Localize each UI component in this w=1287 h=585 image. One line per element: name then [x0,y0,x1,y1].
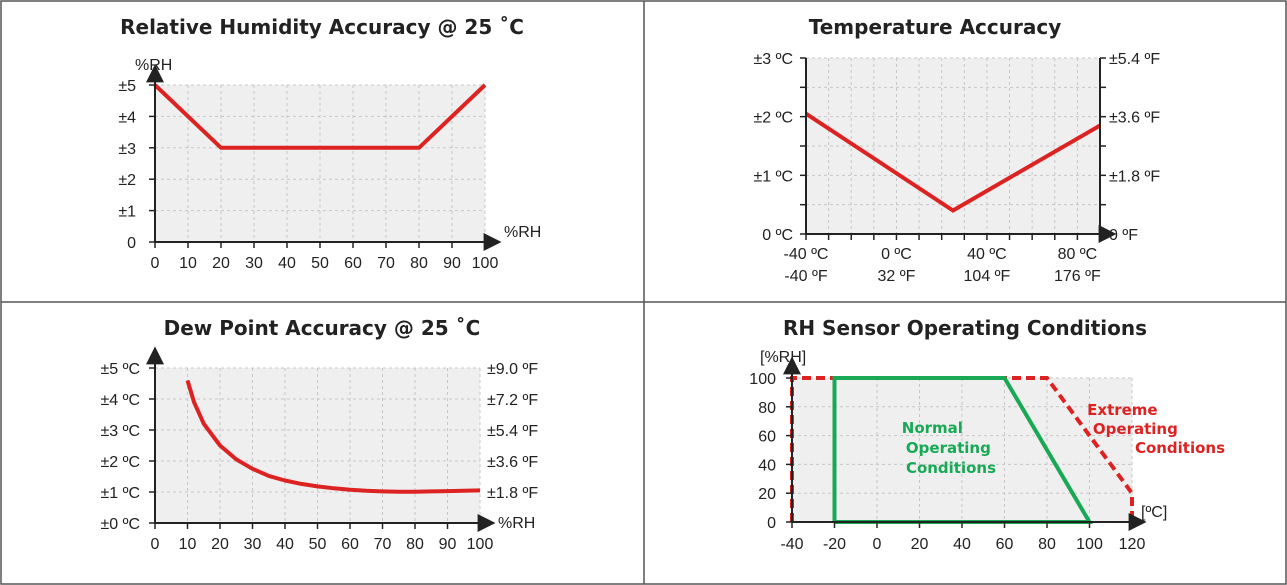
rh-accuracy-x-tick-label: 10 [179,255,197,272]
rh-operating-conditions-y-axis-label: [%RH] [760,349,806,366]
rh-operating-conditions-y-tick-label: 40 [758,457,776,474]
rh-accuracy-title: Relative Humidity Accuracy @ 25 ˚C [120,15,524,39]
dew-point-accuracy-x-tick-label: 90 [439,536,457,553]
dew-point-accuracy-x-tick-label: 40 [276,536,294,553]
dew-point-accuracy-chart: Dew Point Accuracy @ 25 ˚C 0 10 20 30 40 50 60… [100,316,538,553]
temperature-accuracy-x-tick-label-c: -40 ºC [784,246,829,263]
dew-point-accuracy-y-tick-label-c: ±2 ºC [100,454,140,471]
rh-accuracy-chart: Relative Humidity Accuracy @ 25 ˚C 0 10 20… [118,15,541,272]
rh-accuracy-line [153,83,487,150]
temperature-accuracy-y-tick-label-c: 0 ºC [762,227,793,244]
dew-point-accuracy-y-tick-label-c: ±3 ºC [100,423,140,440]
rh-accuracy-y-tick-label: 0 [127,235,136,252]
rh-accuracy-y-tick-label: ±4 [118,109,136,126]
rh-operating-conditions-y-tick-label: 100 [749,371,776,388]
dew-point-accuracy-x-tick-label: 80 [406,536,424,553]
rh-accuracy-x-tick-label: 40 [278,255,296,272]
rh-operating-conditions-x-tick-label: -40 [780,536,803,553]
rh-operating-conditions-title: RH Sensor Operating Conditions [783,316,1147,340]
dew-point-accuracy-curve [185,379,481,494]
temperature-accuracy-y-tick-label-c: ±1 ºC [753,168,793,185]
dew-point-accuracy-x-tick-label: 10 [179,536,197,553]
dew-point-accuracy-y-tick-label-c: ±1 ºC [100,485,140,502]
dew-point-accuracy-x-tick-label: 30 [244,536,262,553]
extreme-operating-conditions-boundary [790,376,1134,522]
rh-operating-conditions-x-tick-label: 120 [1119,536,1146,553]
temperature-accuracy-x-tick-label-f: 32 ºF [878,268,916,285]
temperature-accuracy-y-tick-label-c: ±2 ºC [753,110,793,127]
rh-accuracy-x-axis-label: %RH [504,224,541,241]
dew-point-accuracy-x-tick-label: 70 [374,536,392,553]
rh-accuracy-y-axis-label: %RH [135,57,172,74]
dew-point-accuracy-y-tick-label-f: ±7.2 ºF [487,392,538,409]
rh-accuracy-x-tick-label: 90 [443,255,461,272]
dew-point-accuracy-y-tick-label-f: ±1.8 ºF [487,485,538,502]
rh-operating-conditions-x-axis-label: [ºC] [1141,504,1167,521]
rh-operating-conditions-chart: RH Sensor Operating Conditions -40 -20 0 20… [749,316,1225,553]
temperature-accuracy-x-tick-label-f: 104 ºF [964,268,1011,285]
rh-accuracy-x-tick-label: 100 [472,255,499,272]
rh-accuracy-y-tick-label: ±5 [118,78,136,95]
dew-point-accuracy-y-tick-label-c: ±5 ºC [100,361,140,378]
rh-accuracy-y-tick-label: ±2 [118,172,136,189]
rh-operating-conditions-y-tick-label: 0 [767,515,776,532]
temperature-accuracy-x-tick-label-c: 0 ºC [881,246,912,263]
dew-point-accuracy-y-tick-label-f: ±3.6 ºF [487,454,538,471]
temperature-accuracy-y-tick-label-f: 0 ºF [1109,227,1138,244]
temperature-accuracy-y-tick-label-c: ±3 ºC [753,51,793,68]
dew-point-accuracy-x-axis-label: %RH [498,515,535,532]
rh-accuracy-y-tick-label: ±3 [118,141,136,158]
dew-point-accuracy-y-tick-label-f: ±5.4 ºF [487,423,538,440]
rh-accuracy-y-tick-label: ±1 [118,204,136,221]
temperature-accuracy-x-tick-label-c: 80 ºC [1058,246,1098,263]
temperature-accuracy-title: Temperature Accuracy [809,15,1062,39]
temperature-accuracy-y-tick-label-f: ±5.4 ºF [1109,51,1160,68]
temperature-accuracy-x-tick-label-f: -40 ºF [784,268,827,285]
rh-operating-conditions-y-tick-label: 80 [758,400,776,417]
temperature-accuracy-y-tick-label-f: ±3.6 ºF [1109,110,1160,127]
rh-accuracy-x-tick-label: 50 [311,255,329,272]
normal-conditions-label: Normal Operating Conditions [902,419,996,477]
dew-point-accuracy-x-tick-label: 50 [309,536,327,553]
temperature-accuracy-x-tick-label-f: 176 ºF [1054,268,1101,285]
dew-point-accuracy-x-tick-label: 100 [467,536,494,553]
dew-point-accuracy-x-tick-label: 0 [151,536,160,553]
rh-operating-conditions-x-tick-label: 40 [953,536,971,553]
dew-point-accuracy-x-tick-label: 20 [211,536,229,553]
dew-point-accuracy-y-tick-label-c: ±0 ºC [100,516,140,533]
rh-operating-conditions-y-tick-label: 60 [758,429,776,446]
dew-point-accuracy-y-tick-label-c: ±4 ºC [100,392,140,409]
dew-point-accuracy-y-tick-label-f: ±9.0 ºF [487,361,538,378]
dew-point-accuracy-title: Dew Point Accuracy @ 25 ˚C [164,316,481,340]
rh-operating-conditions-x-tick-label: 20 [911,536,929,553]
temperature-accuracy-y-tick-label-f: ±1.8 ºF [1109,168,1160,185]
extreme-conditions-label: Extreme Operating Conditions [1087,401,1225,457]
rh-accuracy-x-tick-label: 80 [410,255,428,272]
rh-operating-conditions-x-tick-label: -20 [823,536,846,553]
rh-operating-conditions-x-tick-label: 80 [1038,536,1056,553]
temperature-accuracy-line [804,112,1102,213]
rh-accuracy-x-tick-label: 0 [151,255,160,272]
rh-operating-conditions-x-tick-label: 60 [996,536,1014,553]
rh-operating-conditions-x-tick-label: 0 [873,536,882,553]
rh-accuracy-x-tick-label: 70 [377,255,395,272]
temperature-accuracy-chart: Temperature Accuracy -40 ºC -40 ºF 0 ºC 32 … [753,15,1160,285]
dew-point-accuracy-x-tick-label: 60 [341,536,359,553]
rh-operating-conditions-y-tick-label: 20 [758,486,776,503]
dew-point-accuracy-plot-area [155,368,480,523]
temperature-accuracy-x-tick-label-c: 40 ºC [967,246,1007,263]
rh-accuracy-x-tick-label: 20 [212,255,230,272]
rh-accuracy-x-tick-label: 30 [245,255,263,272]
rh-operating-conditions-x-tick-label: 100 [1076,536,1103,553]
rh-accuracy-x-tick-label: 60 [344,255,362,272]
